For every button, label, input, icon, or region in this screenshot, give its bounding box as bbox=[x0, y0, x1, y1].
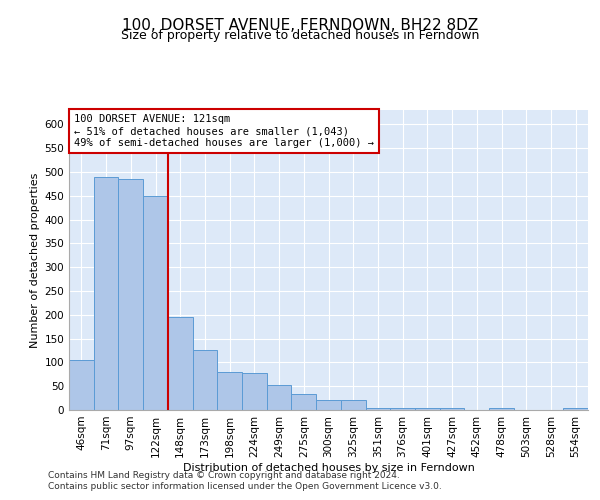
Text: 100, DORSET AVENUE, FERNDOWN, BH22 8DZ: 100, DORSET AVENUE, FERNDOWN, BH22 8DZ bbox=[122, 18, 478, 32]
Text: Contains public sector information licensed under the Open Government Licence v3: Contains public sector information licen… bbox=[48, 482, 442, 491]
Bar bbox=[267, 385, 292, 410]
Bar bbox=[415, 408, 440, 410]
Bar bbox=[168, 317, 193, 410]
Bar bbox=[365, 408, 390, 410]
Text: Size of property relative to detached houses in Ferndown: Size of property relative to detached ho… bbox=[121, 29, 479, 42]
Bar bbox=[316, 400, 341, 410]
X-axis label: Distribution of detached houses by size in Ferndown: Distribution of detached houses by size … bbox=[182, 462, 475, 472]
Bar bbox=[69, 360, 94, 410]
Y-axis label: Number of detached properties: Number of detached properties bbox=[30, 172, 40, 348]
Bar bbox=[390, 408, 415, 410]
Text: 100 DORSET AVENUE: 121sqm
← 51% of detached houses are smaller (1,043)
49% of se: 100 DORSET AVENUE: 121sqm ← 51% of detac… bbox=[74, 114, 374, 148]
Bar bbox=[143, 196, 168, 410]
Bar bbox=[193, 350, 217, 410]
Bar bbox=[489, 408, 514, 410]
Bar bbox=[440, 408, 464, 410]
Bar bbox=[217, 372, 242, 410]
Text: Contains HM Land Registry data © Crown copyright and database right 2024.: Contains HM Land Registry data © Crown c… bbox=[48, 471, 400, 480]
Bar bbox=[563, 408, 588, 410]
Bar bbox=[292, 394, 316, 410]
Bar bbox=[118, 179, 143, 410]
Bar bbox=[341, 400, 365, 410]
Bar bbox=[94, 176, 118, 410]
Bar bbox=[242, 373, 267, 410]
